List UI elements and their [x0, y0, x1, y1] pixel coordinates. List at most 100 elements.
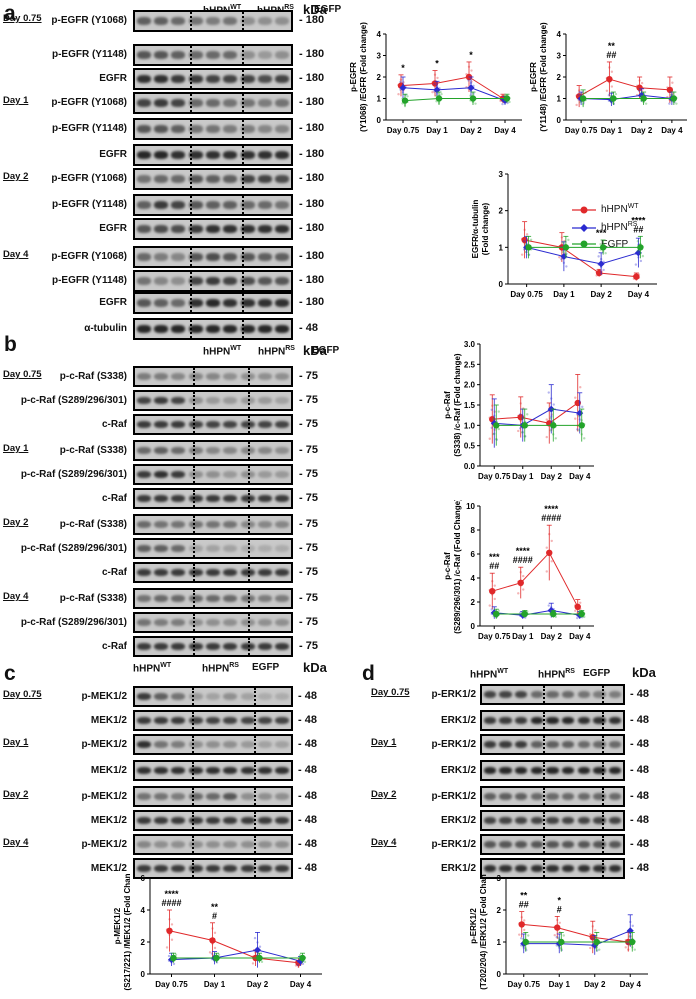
- y-tick-label: 0: [141, 970, 146, 979]
- blot-band: [171, 545, 186, 553]
- y-tick-label: 0: [557, 116, 562, 125]
- mw-tick: -: [299, 394, 306, 406]
- day-label: Day 1: [3, 443, 29, 454]
- blot-band: [223, 201, 238, 209]
- x-tick-label: Day 0.75: [478, 472, 511, 481]
- molecular-weight-marker: - 75: [299, 418, 318, 430]
- blot-band: [205, 693, 221, 701]
- lane-divider: [193, 540, 195, 557]
- significance-mark: ####: [541, 513, 561, 523]
- blot-row-label: p-ERK1/2: [431, 791, 476, 802]
- group-header: hHPNWT: [133, 662, 171, 674]
- y-tick-label: 1.5: [464, 401, 476, 410]
- replicate-point: [641, 254, 645, 258]
- mw-value: 48: [304, 862, 317, 874]
- lane-divider: [242, 94, 244, 112]
- mw-tick: -: [299, 250, 306, 262]
- replicate-point: [545, 570, 548, 573]
- blot-band: [188, 767, 203, 775]
- blot-band: [257, 299, 273, 307]
- blot-band: [257, 817, 273, 825]
- blot-band: [153, 495, 169, 503]
- blot-band: [240, 693, 255, 701]
- blot-row-label: EGFR: [99, 297, 127, 308]
- blot-row-label: p-c-Raf (S338): [59, 445, 127, 456]
- blot-band: [275, 447, 290, 455]
- y-axis-label: EGFR/α-tubulin(Fold change): [471, 200, 490, 259]
- blot-band: [153, 373, 169, 381]
- blot-band: [205, 225, 221, 233]
- replicate-point: [493, 584, 496, 587]
- day-label: Day 2: [3, 517, 29, 528]
- western-blot-strip: [133, 588, 293, 609]
- blot-band: [240, 717, 255, 725]
- line-chart-egfr_y1068: 0 1 2 3 4 Day 0.75 Day 1 Day 2 Day 4 p-EGFR(Y1068…: [349, 22, 522, 135]
- x-tick-label: Day 2: [460, 126, 482, 135]
- molecular-weight-marker: - 180: [299, 148, 324, 160]
- blot-band: [530, 793, 544, 801]
- blot-band: [223, 99, 238, 107]
- group-name: hHPN: [470, 669, 498, 681]
- blot-row-label: ERK1/2: [440, 715, 476, 726]
- lane-divider: [190, 70, 192, 88]
- blot-band: [188, 421, 203, 429]
- blot-band: [240, 495, 255, 503]
- replicate-point: [474, 102, 477, 105]
- lane-divider: [254, 860, 256, 877]
- y-tick-label: 0: [471, 622, 476, 631]
- x-tick-label: Day 4: [620, 980, 642, 989]
- lane-divider: [248, 416, 250, 433]
- blot-band: [153, 841, 169, 849]
- replicate-point: [597, 255, 600, 258]
- mw-tick: -: [299, 122, 306, 134]
- blot-band: [530, 691, 544, 699]
- data-point: [299, 954, 306, 962]
- lane-divider: [248, 638, 250, 655]
- blot-row-label: p-ERK1/2: [431, 689, 476, 700]
- significance-mark: **: [211, 902, 219, 912]
- blot-band: [205, 447, 221, 455]
- day-label: Day 4: [3, 837, 29, 848]
- group-superscript: RS: [284, 4, 294, 11]
- mw-tick: -: [299, 72, 306, 84]
- blot-band: [257, 717, 273, 725]
- blot-band: [546, 793, 559, 801]
- mw-value: 75: [305, 370, 318, 382]
- blot-band: [188, 865, 203, 873]
- y-tick-label: 6: [141, 874, 146, 883]
- blot-band: [136, 277, 151, 285]
- blot-band: [593, 717, 606, 725]
- replicate-point: [574, 396, 577, 399]
- mw-tick: -: [299, 542, 306, 554]
- blot-row-label: c-Raf: [101, 493, 127, 504]
- blot-band: [275, 325, 290, 333]
- blot-band: [561, 865, 575, 873]
- significance-mark: ****: [516, 546, 531, 556]
- blot-band: [171, 253, 186, 261]
- replicate-point: [610, 70, 614, 73]
- blot-band: [593, 865, 606, 873]
- mw-value: 180: [305, 72, 325, 84]
- blot-row-label: p-ERK1/2: [431, 739, 476, 750]
- mw-tick: -: [299, 566, 306, 578]
- blot-row-label: α-tubulin: [84, 323, 127, 334]
- blot-band: [136, 865, 151, 873]
- lane-divider: [192, 712, 194, 729]
- blot-band: [205, 175, 221, 183]
- replicate-point: [578, 415, 581, 418]
- blot-band: [153, 299, 169, 307]
- data-point: [493, 610, 500, 618]
- lane-divider: [602, 860, 604, 877]
- western-blot-strip: [133, 786, 293, 807]
- replicate-point: [558, 256, 561, 259]
- blot-band: [171, 471, 186, 479]
- mw-value: 180: [305, 96, 325, 108]
- blot-band: [275, 817, 290, 825]
- blot-band: [136, 841, 151, 849]
- blot-band: [530, 865, 544, 873]
- blot-row-label: ERK1/2: [440, 765, 476, 776]
- molecular-weight-marker: - 48: [630, 688, 649, 700]
- blot-band: [171, 495, 186, 503]
- replicate-point: [574, 417, 577, 420]
- blot-band: [499, 691, 512, 699]
